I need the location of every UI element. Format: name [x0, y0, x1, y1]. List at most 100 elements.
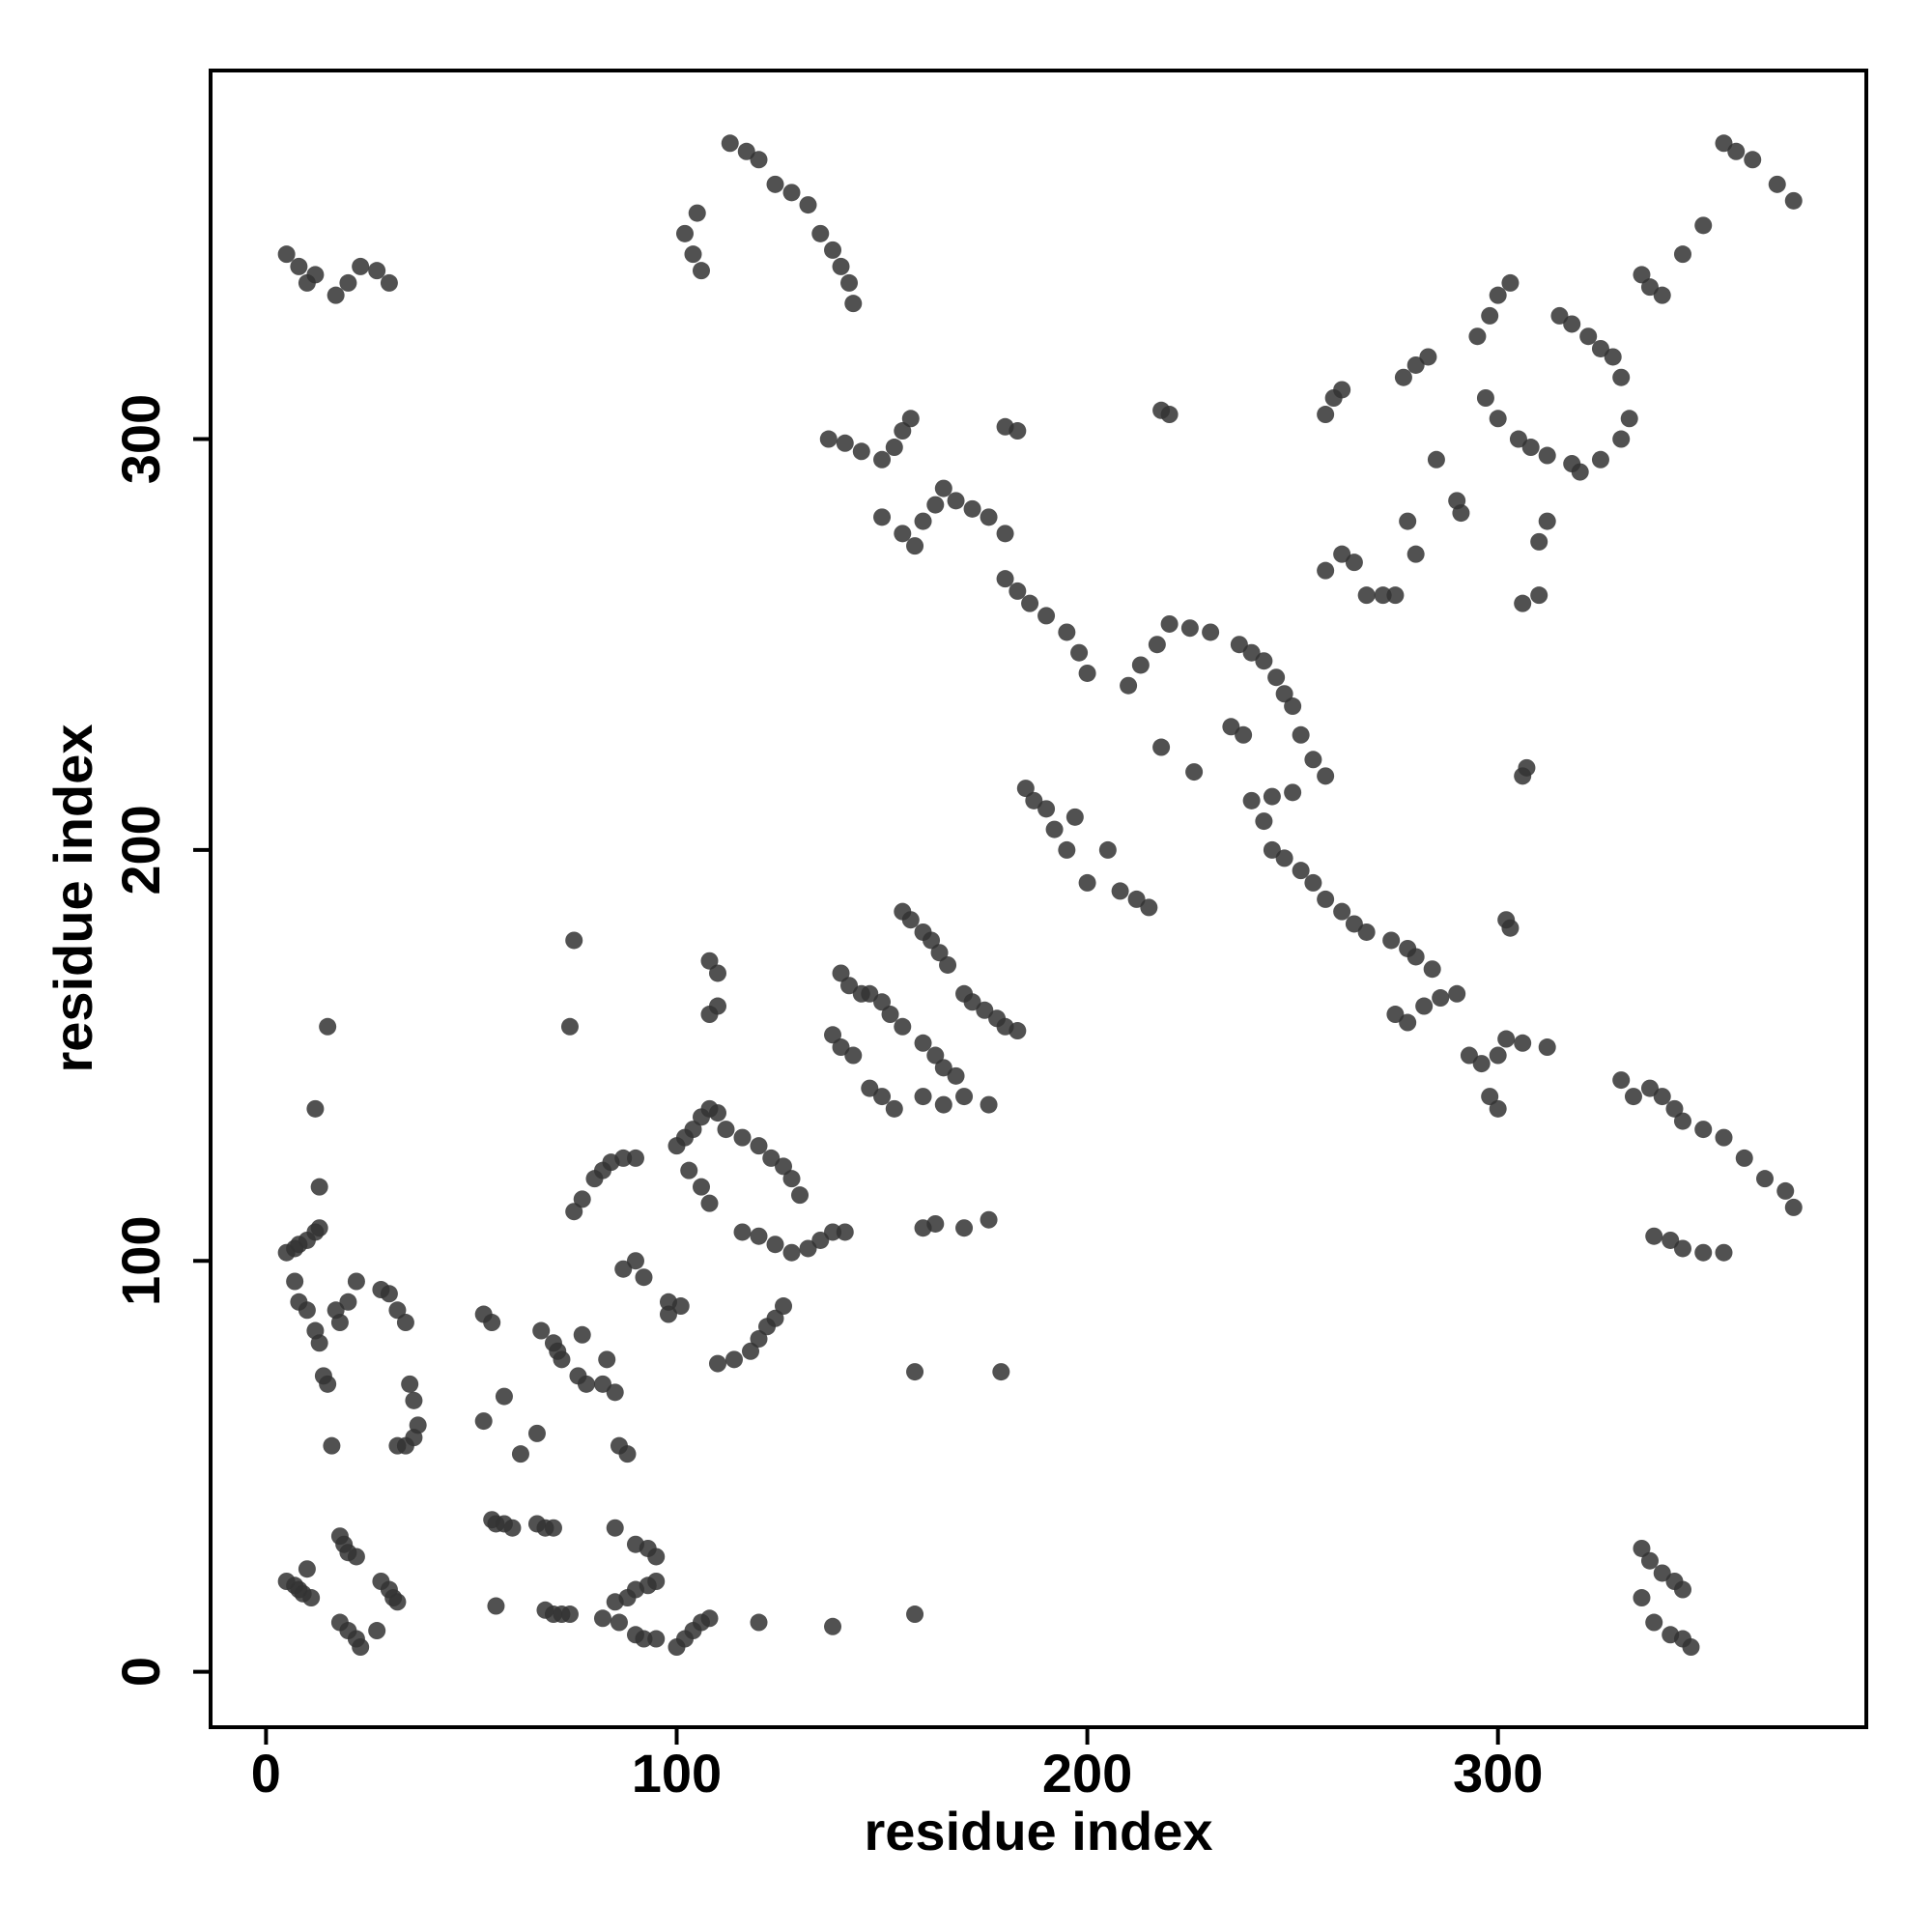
point [885, 1099, 903, 1118]
point [1640, 278, 1659, 297]
point [930, 944, 949, 962]
point [1604, 348, 1622, 366]
point [1275, 849, 1293, 867]
point [1715, 1128, 1733, 1147]
point [963, 499, 981, 518]
point [901, 911, 920, 929]
point [323, 1436, 341, 1455]
point [923, 931, 941, 950]
point [1037, 800, 1056, 818]
point [388, 1301, 407, 1320]
point [873, 508, 892, 526]
point [483, 1314, 501, 1332]
point [1538, 1038, 1556, 1057]
point [298, 1560, 316, 1578]
point [1292, 862, 1310, 880]
point [1317, 406, 1335, 424]
point [302, 1589, 321, 1607]
point [1673, 245, 1691, 264]
point [750, 1613, 768, 1632]
point [1694, 1121, 1713, 1139]
point [1633, 1589, 1651, 1607]
point [671, 1297, 690, 1316]
point [1415, 997, 1434, 1015]
point [819, 430, 838, 448]
point [1406, 355, 1425, 374]
point [1645, 1227, 1663, 1245]
point [996, 417, 1014, 436]
point [750, 1227, 768, 1245]
point [1202, 623, 1220, 641]
point [934, 1095, 952, 1114]
point [1694, 216, 1713, 235]
point [1624, 1088, 1642, 1106]
point [310, 1334, 328, 1352]
point [914, 1088, 932, 1106]
point [388, 1436, 407, 1455]
point [1620, 410, 1638, 428]
point [1538, 512, 1556, 530]
point [1784, 191, 1803, 210]
point [934, 1059, 952, 1077]
point [947, 492, 965, 510]
point [775, 1157, 793, 1176]
point [1662, 1231, 1680, 1249]
point [474, 1412, 493, 1431]
point [1489, 410, 1507, 428]
point [1776, 1181, 1795, 1200]
point [347, 1548, 365, 1566]
point [352, 1638, 370, 1657]
point [914, 1034, 932, 1052]
point [782, 1243, 801, 1262]
point [1633, 1539, 1651, 1557]
plot-frame [209, 69, 1868, 1729]
point [906, 1605, 924, 1624]
point [593, 1609, 611, 1628]
point [926, 1046, 945, 1065]
point [1399, 512, 1417, 530]
point [750, 1330, 768, 1349]
point [380, 1285, 398, 1303]
point [503, 1519, 522, 1537]
point [824, 1026, 842, 1044]
point [947, 1066, 965, 1085]
point [939, 955, 957, 974]
point [906, 537, 924, 555]
point [1744, 151, 1762, 169]
point [1612, 1071, 1631, 1090]
x-tick-label: 300 [1453, 1743, 1543, 1804]
point [495, 1387, 513, 1406]
point [700, 952, 719, 970]
point [1501, 273, 1520, 292]
point [1230, 636, 1248, 654]
point [1242, 791, 1261, 810]
point [1021, 594, 1039, 612]
point [618, 1445, 637, 1463]
point [1715, 1243, 1733, 1262]
point [914, 512, 932, 530]
point [1591, 339, 1609, 357]
point [1665, 1099, 1684, 1118]
point [565, 1203, 583, 1221]
point [1065, 808, 1084, 826]
point [926, 496, 945, 514]
point [963, 993, 981, 1011]
point [1563, 455, 1581, 473]
point [614, 1260, 633, 1278]
point [844, 1046, 863, 1065]
point [1489, 1046, 1507, 1065]
point [1222, 718, 1240, 736]
point [647, 1630, 666, 1648]
point [1058, 623, 1076, 641]
point [487, 1597, 505, 1615]
point [1460, 1046, 1478, 1065]
point [885, 439, 903, 457]
point [1682, 1638, 1700, 1657]
x-tick-label: 200 [1042, 1743, 1132, 1804]
point [1185, 763, 1204, 781]
point [1160, 614, 1179, 633]
point [1009, 582, 1027, 600]
point [1263, 787, 1281, 806]
point [368, 262, 386, 280]
